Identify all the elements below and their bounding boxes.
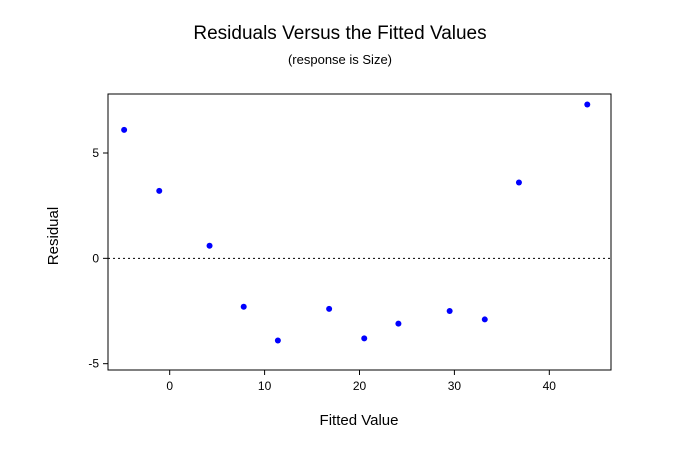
data-point (206, 242, 213, 249)
y-tick-label: 5 (92, 146, 99, 160)
y-axis-label: Residual (45, 207, 62, 265)
x-tick-label: 30 (448, 379, 462, 393)
data-point (121, 126, 128, 133)
data-point (274, 337, 281, 344)
y-tick-label: -5 (88, 357, 99, 371)
y-tick-label: 0 (92, 251, 99, 265)
data-point (584, 101, 591, 108)
data-point (395, 320, 402, 327)
data-point (515, 179, 522, 186)
plot-frame (107, 93, 612, 371)
x-axis-label: Fitted Value (320, 412, 399, 429)
y-axis-ticks: -5 0 5 (88, 146, 108, 371)
data-point (326, 305, 333, 312)
chart-subtitle: (response is Size) (288, 52, 392, 67)
data-point (481, 316, 488, 323)
chart-title: Residuals Versus the Fitted Values (193, 23, 486, 44)
x-tick-label: 40 (543, 379, 557, 393)
data-points (121, 101, 591, 344)
data-point (156, 187, 163, 194)
x-tick-label: 10 (258, 379, 272, 393)
data-point (446, 308, 453, 315)
x-tick-label: 20 (353, 379, 367, 393)
x-axis-ticks: 0 10 20 30 40 (166, 370, 556, 393)
x-tick-label: 0 (166, 379, 173, 393)
data-point (361, 335, 368, 342)
data-point (240, 303, 247, 310)
